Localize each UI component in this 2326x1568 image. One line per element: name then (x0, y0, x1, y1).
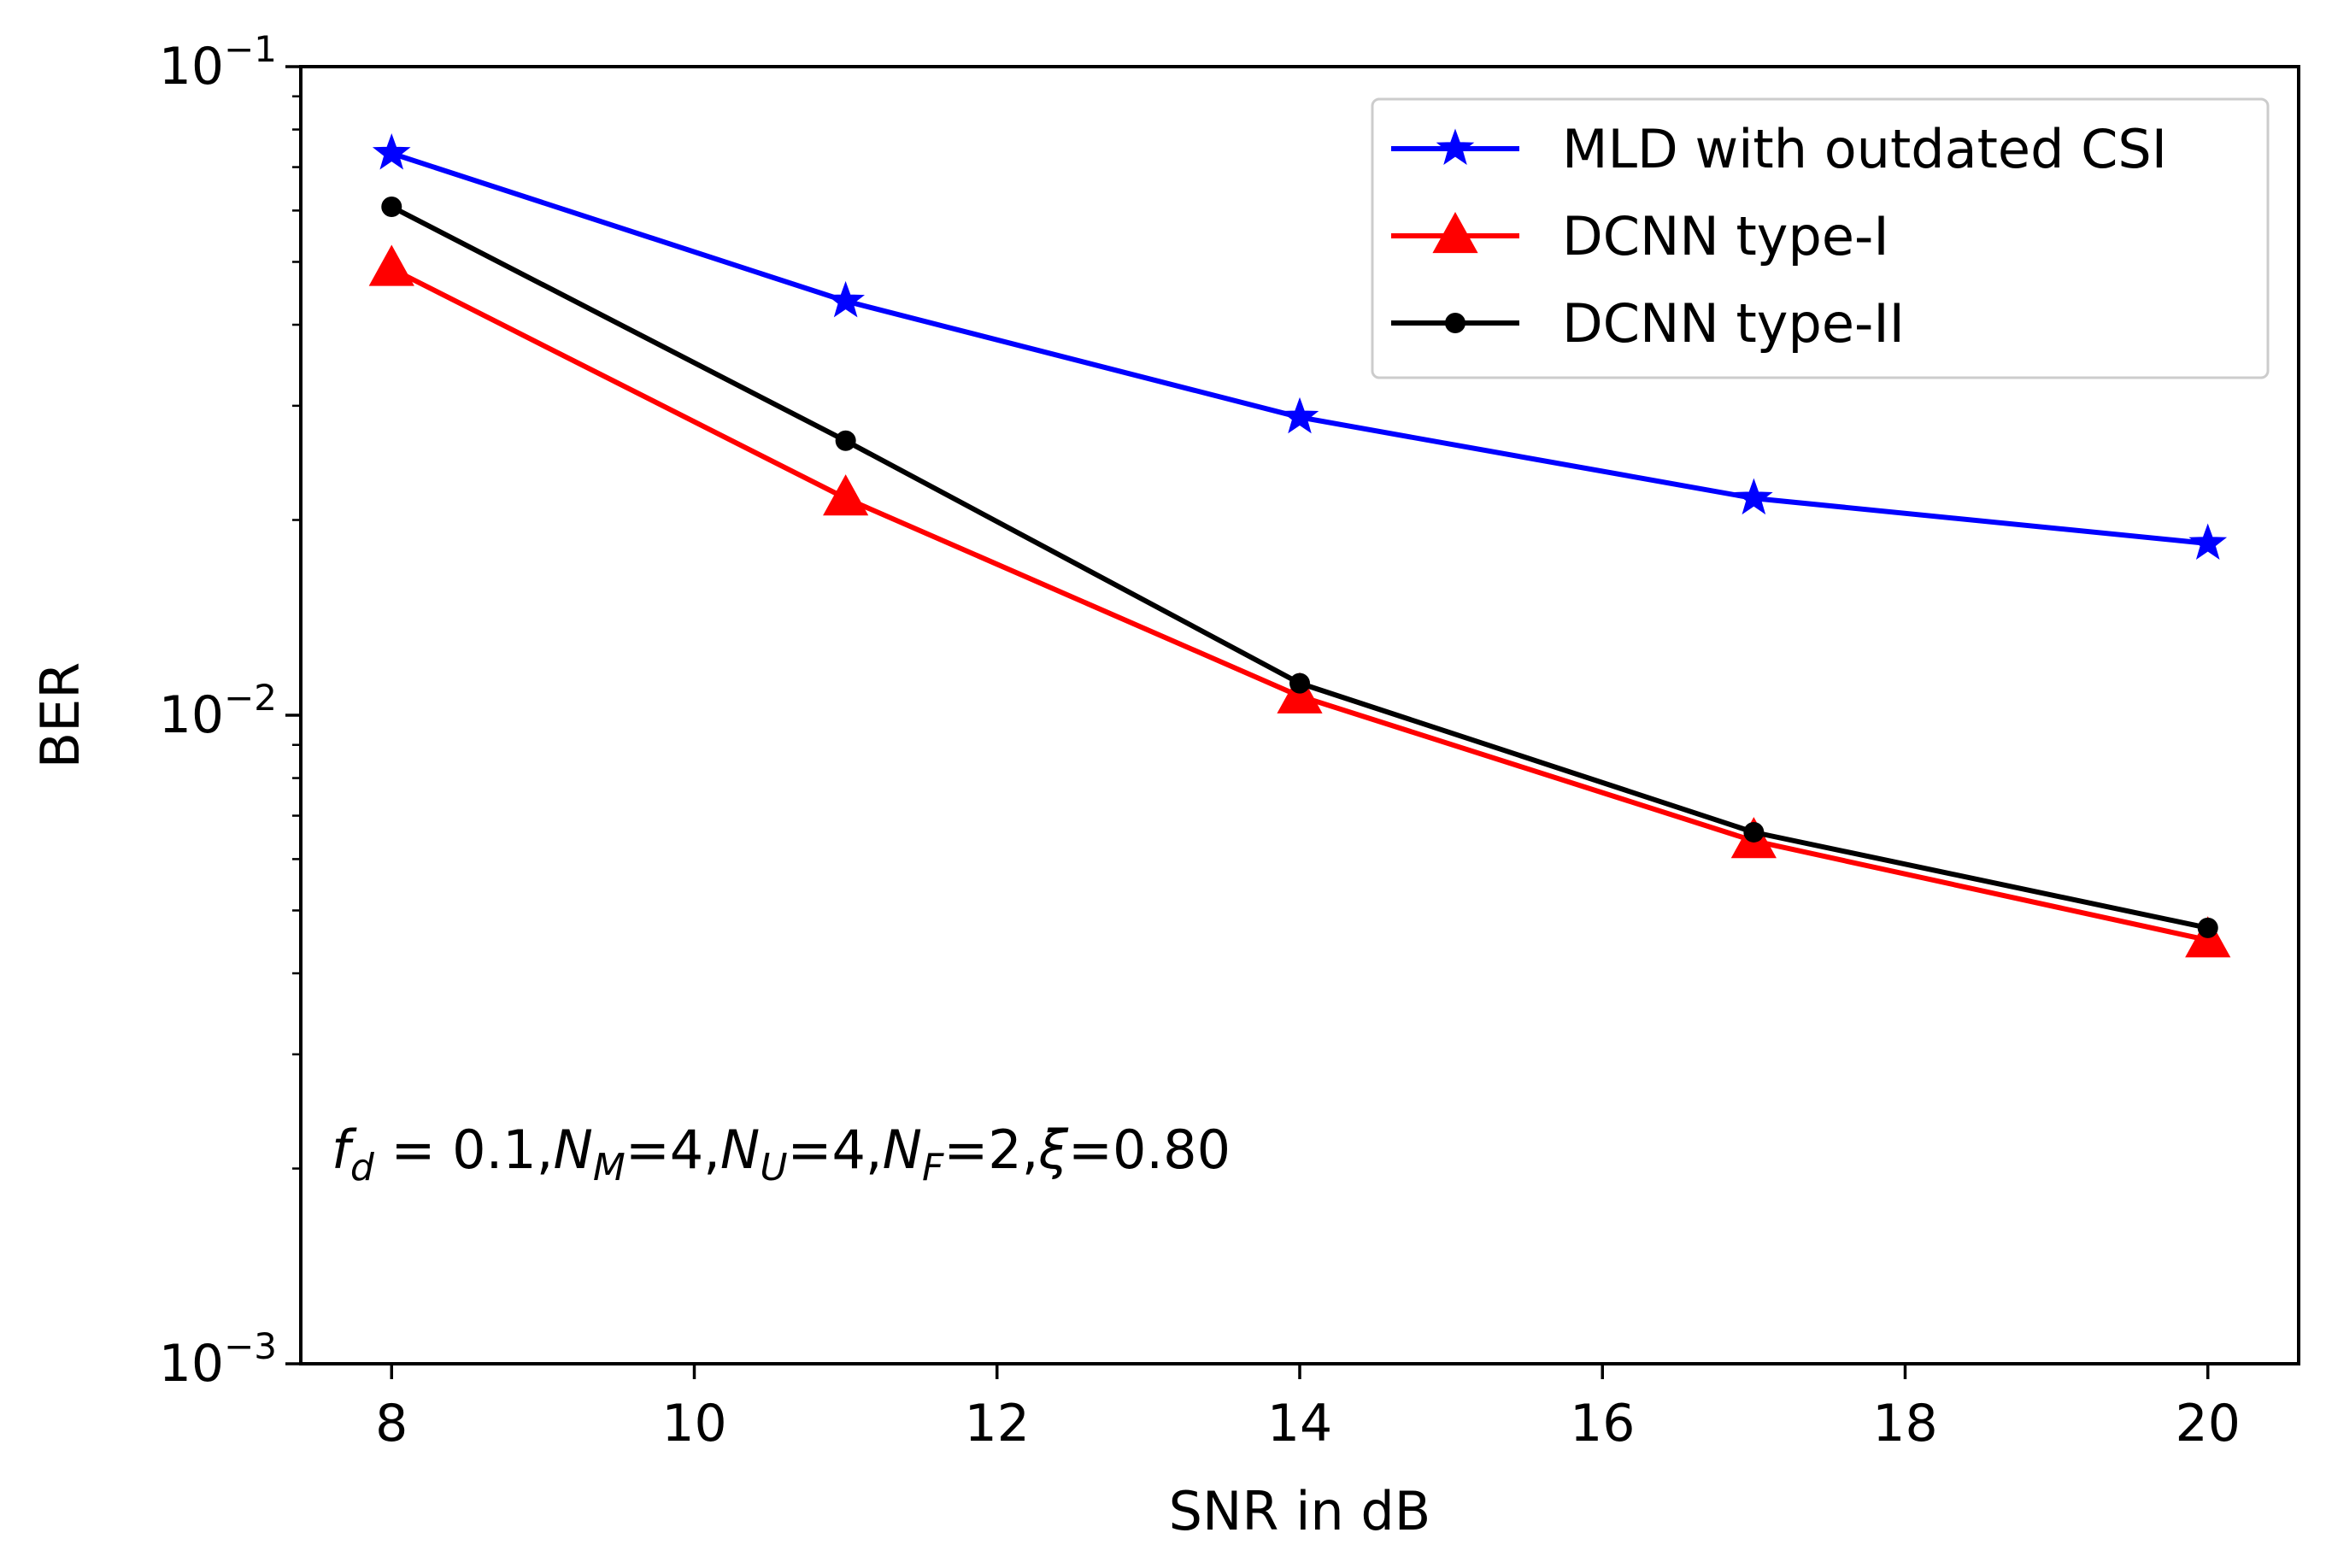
axes-border (299, 65, 2300, 1365)
data-point (1734, 478, 1773, 515)
ticks-layer: 8 10 12 14 16 18 20 10−1 10−2 10−3 (159, 28, 2241, 1453)
legend-entry-1: MLD with outdated CSI (1391, 118, 2167, 180)
x-tick-label: 20 (2176, 1394, 2241, 1453)
data-point (823, 474, 869, 516)
data-point (835, 430, 856, 451)
data-point (368, 244, 414, 286)
data-point (372, 133, 411, 170)
legend-label: MLD with outdated CSI (1562, 118, 2167, 180)
series-1 (372, 133, 2228, 561)
legend-marker (1445, 313, 1465, 333)
data-point (1280, 396, 1319, 434)
x-tick-label: 14 (1267, 1394, 1332, 1453)
series-layer (368, 133, 2231, 958)
legend-label: DCNN type-II (1562, 292, 1905, 355)
y-tick-label: 10−3 (159, 1325, 277, 1394)
legend-marker (1436, 128, 1475, 165)
x-axis-label: SNR in dB (1169, 1480, 1431, 1542)
data-point (1743, 821, 1765, 843)
x-tick-label: 10 (661, 1394, 726, 1453)
y-tick-label: 10−1 (159, 28, 277, 97)
legend-box (1371, 97, 2270, 379)
axes-frame (299, 65, 2300, 1365)
legend-marker (1432, 212, 1478, 254)
legend-entry-3: DCNN type-II (1391, 292, 1905, 355)
y-axis-label: BER (29, 662, 91, 769)
y-tick-label: 10−2 (159, 677, 277, 745)
x-tick-label: 16 (1570, 1394, 1635, 1453)
x-tick-label: 18 (1872, 1394, 1937, 1453)
data-point (381, 197, 402, 218)
annotation-layer: fd = 0.1,NM=4,NU=4,NF=2,ξ=0.80 (332, 1119, 1231, 1189)
data-point (826, 280, 866, 318)
data-point (2197, 917, 2218, 938)
legend-layer: MLD with outdated CSI DCNN type-I DCNN typ… (1371, 97, 2270, 379)
legend-label: DCNN type-I (1562, 205, 1889, 267)
parameter-annotation: fd = 0.1,NM=4,NU=4,NF=2,ξ=0.80 (332, 1119, 1231, 1189)
series-3 (381, 197, 2218, 938)
data-point (1289, 672, 1310, 694)
x-tick-label: 12 (965, 1394, 1030, 1453)
x-tick-label: 8 (375, 1394, 408, 1453)
legend-entry-2: DCNN type-I (1391, 205, 1889, 267)
data-point (2188, 523, 2228, 561)
